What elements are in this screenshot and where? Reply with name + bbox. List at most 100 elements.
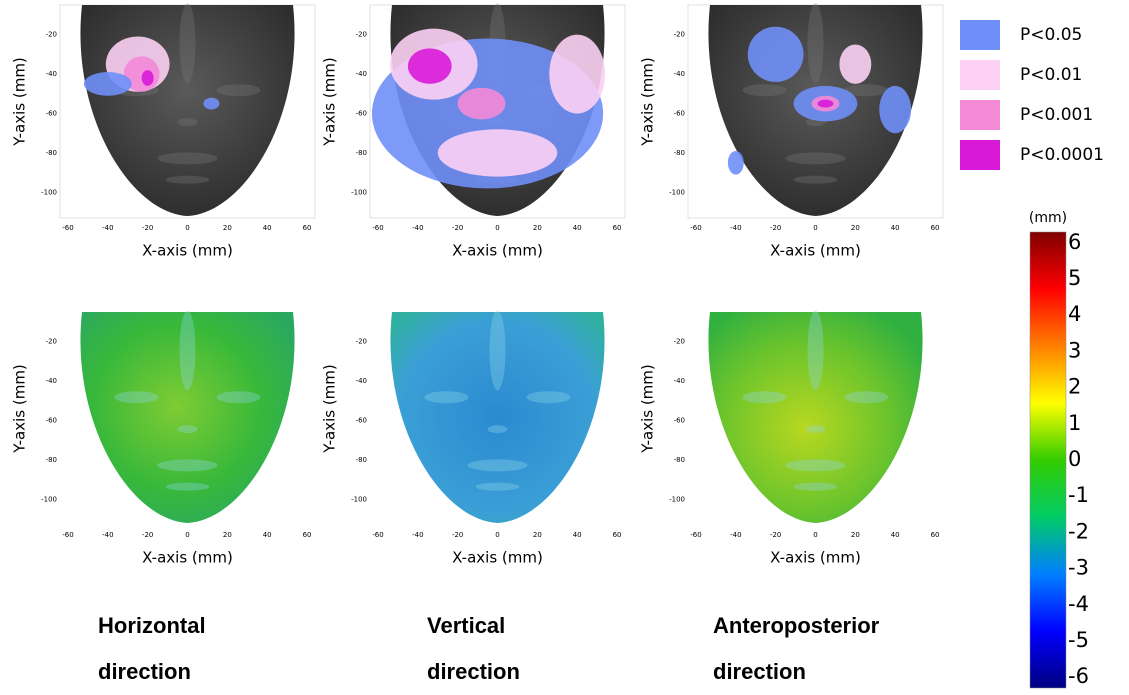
x-tick-label: 0 <box>495 224 499 232</box>
y-tick-label: -60 <box>46 109 57 117</box>
y-axis-label: Y-axis (mm) <box>11 364 29 454</box>
face-shading <box>178 118 198 126</box>
face-shading <box>490 310 506 390</box>
x-tick-label: -60 <box>62 531 73 539</box>
x-tick-label: 0 <box>185 224 189 232</box>
x-tick-label: 60 <box>931 224 940 232</box>
y-tick-label: -100 <box>669 188 685 196</box>
face-shading <box>808 3 824 83</box>
x-tick-label: 20 <box>223 531 232 539</box>
x-axis-label: X-axis (mm) <box>770 242 861 260</box>
face-shading <box>217 84 261 96</box>
column-label: Vertical direction <box>427 603 557 695</box>
y-tick-label: -80 <box>46 149 57 157</box>
legend-label: P<0.0001 <box>1020 145 1104 165</box>
y-tick-label: -20 <box>674 338 685 346</box>
x-axis-label: X-axis (mm) <box>770 549 861 567</box>
y-tick-label: -60 <box>674 109 685 117</box>
significance-region <box>879 86 911 133</box>
legend-swatch <box>960 60 1000 90</box>
y-tick-label: -40 <box>46 70 57 78</box>
face-shading <box>217 391 261 403</box>
x-tick-label: 0 <box>185 531 189 539</box>
y-tick-label: -20 <box>356 338 367 346</box>
colorbar-tick-label: 5 <box>1068 266 1081 290</box>
significance-region <box>458 88 506 120</box>
face-shading <box>488 425 508 433</box>
x-tick-label: 0 <box>495 531 499 539</box>
significance-region <box>142 70 154 86</box>
y-tick-label: -60 <box>674 416 685 424</box>
y-axis-label: Y-axis (mm) <box>639 364 657 454</box>
legend-swatch <box>960 140 1000 170</box>
x-tick-label: -40 <box>102 531 113 539</box>
x-tick-label: -40 <box>412 224 423 232</box>
x-tick-label: 60 <box>303 531 312 539</box>
face-shading <box>806 425 826 433</box>
y-tick-label: -20 <box>674 31 685 39</box>
significance-region <box>817 100 833 108</box>
x-tick-label: 60 <box>613 224 622 232</box>
face-shading <box>476 483 520 491</box>
y-axis-label: Y-axis (mm) <box>639 57 657 147</box>
colorbar-title: (mm) <box>1029 210 1067 226</box>
x-tick-label: 60 <box>303 224 312 232</box>
colorbar <box>1030 232 1066 688</box>
x-axis-label: X-axis (mm) <box>142 242 233 260</box>
x-tick-label: 40 <box>263 224 272 232</box>
figure: -60-40-200204060-20-40-60-80-100X-axis (… <box>0 0 1129 690</box>
colorbar-tick-label: -3 <box>1068 556 1089 580</box>
colorbar-tick-label: -5 <box>1068 628 1089 652</box>
face-shading <box>786 152 846 164</box>
face-shading <box>158 459 218 471</box>
y-tick-label: -40 <box>356 377 367 385</box>
colorbar-tick-label: -6 <box>1068 664 1089 688</box>
x-tick-label: -20 <box>142 224 153 232</box>
y-tick-label: -40 <box>674 377 685 385</box>
x-tick-label: -60 <box>62 224 73 232</box>
face-shading <box>180 3 196 83</box>
legend-label: P<0.001 <box>1020 105 1093 125</box>
x-tick-label: -20 <box>770 531 781 539</box>
column-label: Horizontal direction <box>98 603 258 695</box>
colorbar-tick-label: 1 <box>1068 411 1081 435</box>
y-tick-label: -80 <box>46 456 57 464</box>
x-tick-label: 20 <box>223 224 232 232</box>
face-shading <box>158 152 218 164</box>
significance-region <box>203 98 219 110</box>
panel: -60-40-200204060-20-40-60-80-100X-axis (… <box>639 310 940 566</box>
page: -60-40-200204060-20-40-60-80-100X-axis (… <box>0 0 1129 690</box>
y-tick-label: -100 <box>351 495 367 503</box>
x-tick-label: 40 <box>573 224 582 232</box>
significance-region <box>748 27 804 82</box>
colorbar-tick-label: -2 <box>1068 519 1089 543</box>
face-shading <box>425 391 469 403</box>
significance-region <box>84 72 132 96</box>
legend-label: P<0.05 <box>1020 25 1082 45</box>
y-tick-label: -100 <box>41 495 57 503</box>
y-tick-label: -20 <box>46 338 57 346</box>
x-tick-label: 40 <box>263 531 272 539</box>
x-tick-label: -40 <box>730 531 741 539</box>
colorbar-tick-label: -1 <box>1068 483 1089 507</box>
y-tick-label: -80 <box>674 149 685 157</box>
y-tick-label: -60 <box>46 416 57 424</box>
x-tick-label: -60 <box>690 224 701 232</box>
legend-swatch <box>960 20 1000 50</box>
colorbar-tick-label: 0 <box>1068 447 1081 471</box>
y-tick-label: -80 <box>356 149 367 157</box>
y-tick-label: -100 <box>351 188 367 196</box>
x-tick-label: 20 <box>851 531 860 539</box>
x-tick-label: 40 <box>573 531 582 539</box>
x-tick-label: 20 <box>851 224 860 232</box>
significance-region <box>408 48 452 84</box>
face-shading <box>743 391 787 403</box>
face-shading <box>468 459 528 471</box>
x-tick-label: -40 <box>412 531 423 539</box>
significance-region <box>839 44 871 83</box>
face-shading <box>178 425 198 433</box>
face-shading <box>166 483 210 491</box>
colorbar-tick-label: -4 <box>1068 592 1089 616</box>
face-shading <box>115 391 159 403</box>
